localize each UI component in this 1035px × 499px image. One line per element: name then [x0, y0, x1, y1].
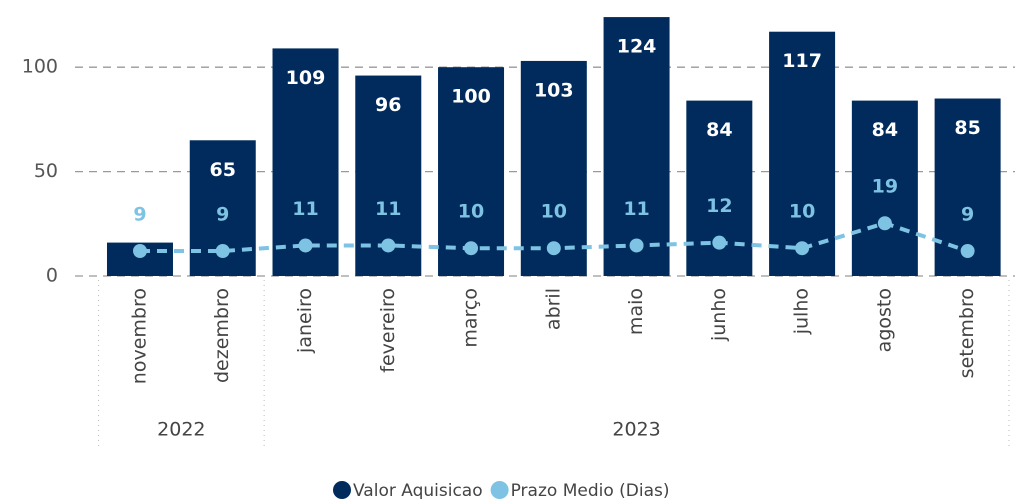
- bar: [603, 17, 670, 276]
- line-value-label: 10: [541, 201, 567, 223]
- bar-value-label: 85: [954, 117, 980, 139]
- x-tick-label: maio: [625, 288, 647, 335]
- bar: [438, 67, 505, 276]
- line-value-label: 10: [789, 201, 815, 223]
- bar-value-label: 117: [782, 50, 822, 72]
- bar-value-label: 84: [872, 119, 898, 141]
- group-label: 2023: [612, 419, 660, 441]
- line-value-label: 11: [375, 198, 401, 220]
- line-value-label: 10: [458, 201, 484, 223]
- line-point: [298, 238, 313, 253]
- x-tick-label: março: [460, 288, 482, 348]
- line-point: [795, 241, 810, 256]
- line-value-label: 11: [623, 198, 649, 220]
- line-point: [215, 244, 230, 259]
- line-point: [464, 241, 479, 256]
- line-point: [629, 238, 644, 253]
- bar: [851, 100, 918, 276]
- legend-label: Prazo Medio (Dias): [511, 481, 670, 499]
- line-value-label: 9: [216, 204, 229, 226]
- line-value-label: 19: [872, 176, 898, 198]
- line-point: [960, 244, 975, 259]
- x-tick-label: abril: [542, 288, 564, 330]
- line-point: [877, 216, 892, 231]
- line-point: [381, 238, 396, 253]
- line-value-label: 9: [961, 204, 974, 226]
- bar-value-label: 109: [286, 67, 326, 89]
- line-value-label: 9: [133, 204, 146, 226]
- x-tick-label: dezembro: [211, 288, 233, 383]
- line-value-label: 12: [706, 195, 732, 217]
- line-point: [712, 235, 727, 250]
- y-tick-label: 100: [22, 56, 58, 78]
- x-tick-label: setembro: [956, 288, 978, 378]
- legend-label: Valor Aquisicao: [353, 481, 483, 499]
- bar-value-label: 84: [706, 119, 732, 141]
- bar: [520, 60, 587, 276]
- x-tick-label: novembro: [128, 288, 150, 384]
- line-point: [132, 244, 147, 259]
- line-point: [546, 241, 561, 256]
- x-tick-label: fevereiro: [377, 288, 399, 373]
- y-tick-label: 50: [34, 160, 58, 182]
- legend-marker: [490, 481, 509, 499]
- bar: [769, 31, 836, 277]
- y-tick-label: 0: [46, 265, 58, 287]
- x-tick-label: julho: [791, 288, 813, 335]
- bar: [272, 48, 339, 276]
- x-tick-label: agosto: [873, 288, 895, 352]
- line-value-label: 11: [292, 198, 318, 220]
- x-tick-label: junho: [708, 288, 730, 342]
- bar-value-label: 65: [210, 159, 236, 181]
- group-label: 2022: [157, 419, 205, 441]
- bar-value-label: 96: [375, 94, 401, 116]
- bar-value-label: 124: [617, 36, 657, 58]
- legend-marker: [333, 481, 351, 499]
- bar-value-label: 100: [451, 86, 491, 108]
- x-tick-label: janeiro: [294, 288, 316, 354]
- bar-value-label: 103: [534, 79, 574, 101]
